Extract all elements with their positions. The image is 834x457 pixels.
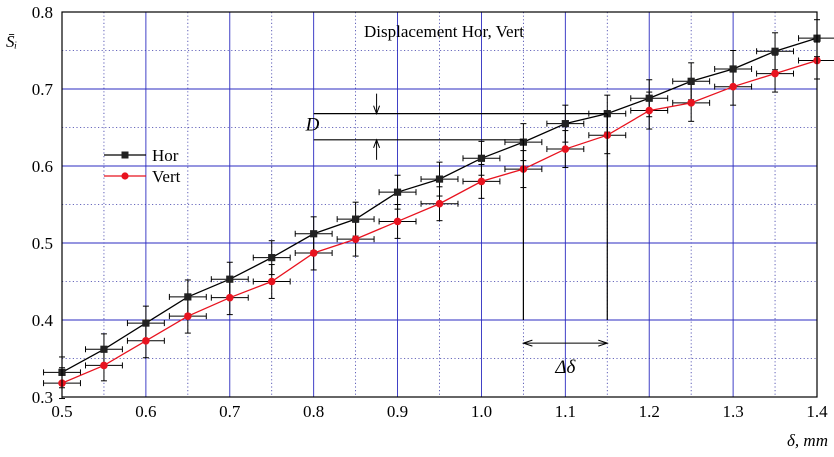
legend: Hor Vert	[104, 146, 181, 186]
y-tick-label: 0.4	[32, 311, 54, 330]
plot-frame	[61, 11, 818, 398]
data-point-hor	[100, 345, 108, 353]
y-axis-label: S̄ᵢ	[6, 32, 17, 51]
data-point-vert	[184, 312, 192, 320]
d-arrowhead-top	[373, 105, 381, 116]
data-point-vert	[142, 336, 150, 345]
data-point-vert	[309, 249, 318, 257]
error-bars	[43, 19, 834, 400]
data-point-hor	[268, 254, 276, 262]
x-tick-label: 1.2	[639, 402, 660, 421]
y-tick-label: 0.8	[32, 3, 53, 22]
d-annotation-label: D	[305, 115, 320, 136]
legend-vert-label: Vert	[152, 167, 181, 186]
data-point-hor	[645, 94, 653, 102]
y-tick-labels: 0.3 0.4 0.5 0.6 0.7 0.8	[32, 3, 54, 407]
x-axis-label: δ, mm	[787, 431, 828, 450]
x-tick-label: 0.9	[387, 402, 408, 421]
data-point-vert	[477, 177, 486, 186]
data-point-hor	[393, 188, 402, 196]
legend-hor-label: Hor	[152, 146, 179, 165]
x-tick-label: 0.8	[303, 402, 324, 421]
data-point-vert	[267, 277, 276, 286]
y-tick-label: 0.3	[32, 388, 53, 407]
data-point-hor	[687, 77, 695, 85]
data-point-vert	[687, 99, 695, 107]
data-point-hor	[226, 275, 234, 283]
data-point-hor	[352, 215, 360, 223]
x-tick-label: 1.1	[555, 402, 576, 421]
y-tick-label: 0.5	[32, 234, 53, 253]
delta-arrowhead-left	[521, 339, 533, 347]
delta-arrowhead-right	[598, 339, 609, 347]
data-point-hor	[310, 230, 318, 238]
legend-vert-marker	[121, 172, 129, 180]
data-point-vert	[645, 106, 654, 115]
data-point-vert	[351, 235, 360, 243]
data-point-hor	[477, 154, 486, 162]
data-point-hor	[435, 175, 444, 183]
data-point-vert	[561, 145, 570, 153]
x-tick-label: 1.4	[806, 402, 828, 421]
y-tick-label: 0.6	[32, 157, 53, 176]
data-point-vert	[771, 69, 779, 78]
data-point-hor	[561, 120, 569, 128]
data-point-hor	[142, 319, 150, 327]
data-point-vert	[393, 217, 402, 226]
data-point-hor	[184, 293, 192, 301]
legend-hor-marker	[121, 151, 129, 159]
chart-title: Displacement Hor, Vert	[364, 22, 524, 41]
x-tick-label: 0.6	[135, 402, 156, 421]
y-tick-label: 0.7	[32, 80, 54, 99]
annotations: D Δδ	[305, 93, 609, 378]
x-tick-label: 0.7	[219, 402, 241, 421]
data-point-hor	[771, 47, 779, 55]
data-point-hor	[729, 65, 737, 73]
x-tick-label: 1.3	[722, 402, 743, 421]
x-tick-labels: 0.5 0.6 0.7 0.8 0.9 1.0 1.1 1.2 1.3 1.4	[51, 402, 828, 421]
delta-annotation-label: Δδ	[554, 357, 576, 378]
data-point-vert	[100, 361, 108, 370]
data-point-vert	[435, 199, 444, 208]
data-point-vert	[225, 293, 234, 302]
x-tick-label: 1.0	[471, 402, 492, 421]
d-arrowhead-bottom	[373, 138, 381, 148]
data-point-vert	[729, 82, 737, 91]
x-tick-label: 0.5	[51, 402, 72, 421]
